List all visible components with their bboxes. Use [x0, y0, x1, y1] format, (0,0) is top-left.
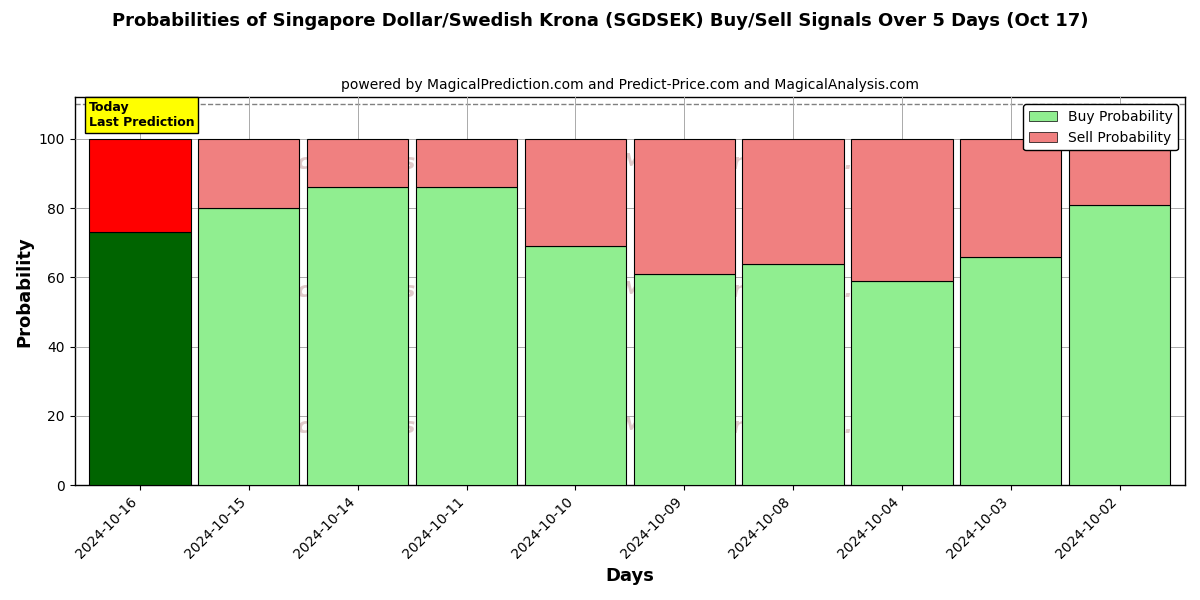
Text: calAnalysis.com: calAnalysis.com [296, 417, 497, 437]
Text: MagicalPrediction.com: MagicalPrediction.com [620, 153, 905, 173]
Bar [89, 139, 191, 232]
Title: powered by MagicalPrediction.com and Predict-Price.com and MagicalAnalysis.com: powered by MagicalPrediction.com and Pre… [341, 78, 919, 92]
Text: calAnalysis.com: calAnalysis.com [296, 281, 497, 301]
Text: calAnalysis.com: calAnalysis.com [296, 153, 497, 173]
Bar [1069, 205, 1170, 485]
Bar [743, 263, 844, 485]
Bar [89, 232, 191, 485]
Bar [851, 139, 953, 281]
Bar [851, 281, 953, 485]
Legend: Buy Probability, Sell Probability: Buy Probability, Sell Probability [1024, 104, 1178, 151]
Bar [416, 139, 517, 187]
Bar [307, 187, 408, 485]
Text: MagicalPrediction.com: MagicalPrediction.com [620, 281, 905, 301]
Y-axis label: Probability: Probability [16, 236, 34, 347]
Bar [960, 139, 1062, 257]
Bar [524, 139, 626, 246]
Bar [198, 208, 300, 485]
X-axis label: Days: Days [605, 567, 654, 585]
Bar [634, 139, 734, 274]
Text: Probabilities of Singapore Dollar/Swedish Krona (SGDSEK) Buy/Sell Signals Over 5: Probabilities of Singapore Dollar/Swedis… [112, 12, 1088, 30]
Bar [960, 257, 1062, 485]
Bar [1069, 139, 1170, 205]
Text: MagicalPrediction.com: MagicalPrediction.com [620, 417, 905, 437]
Text: Today
Last Prediction: Today Last Prediction [89, 101, 194, 129]
Bar [524, 246, 626, 485]
Bar [416, 187, 517, 485]
Bar [634, 274, 734, 485]
Bar [743, 139, 844, 263]
Bar [307, 139, 408, 187]
Bar [198, 139, 300, 208]
